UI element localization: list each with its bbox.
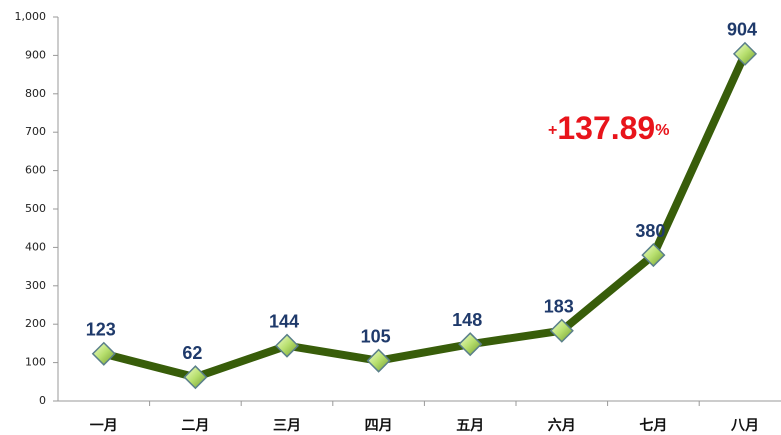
y-tick-label: 500 xyxy=(25,202,46,215)
value-label: 105 xyxy=(361,326,391,346)
marker xyxy=(641,243,666,268)
y-tick-label: 600 xyxy=(25,164,46,177)
value-label: 144 xyxy=(269,311,299,331)
marker xyxy=(366,348,391,373)
x-tick-label: 三月 xyxy=(273,418,301,434)
value-label: 123 xyxy=(86,320,116,340)
x-tick-label: 八月 xyxy=(730,418,759,434)
y-tick-label: 900 xyxy=(25,48,46,61)
marker xyxy=(183,365,208,390)
value-label: 148 xyxy=(452,310,482,330)
y-tick-label: 300 xyxy=(25,279,46,292)
marker xyxy=(732,41,758,66)
y-tick-label: 700 xyxy=(25,125,46,138)
y-tick-label: 200 xyxy=(25,317,46,330)
x-tick-label: 七月 xyxy=(639,418,667,434)
annotation-number: 137.89 xyxy=(557,110,655,146)
value-label: 904 xyxy=(727,20,757,40)
annotation: +137.89% xyxy=(548,110,669,146)
annotation-sign: + xyxy=(548,122,557,139)
marker xyxy=(549,318,574,343)
annotation-unit: % xyxy=(655,122,669,139)
marker xyxy=(91,341,116,366)
y-tick-label: 0 xyxy=(39,394,46,407)
y-tick-label: 1,000 xyxy=(15,10,47,23)
value-label: 380 xyxy=(635,221,665,241)
x-tick-label: 二月 xyxy=(181,418,209,434)
series-line xyxy=(102,52,749,382)
x-tick-label: 一月 xyxy=(90,418,118,434)
x-tick-label: 五月 xyxy=(456,418,484,434)
y-tick-label: 400 xyxy=(25,240,46,253)
marker xyxy=(274,333,300,358)
y-tick-label: 100 xyxy=(25,356,46,369)
value-label: 183 xyxy=(544,296,574,316)
y-tick-label: 800 xyxy=(25,87,46,100)
x-tick-label: 四月 xyxy=(365,418,393,434)
x-tick-label: 六月 xyxy=(548,417,576,434)
value-label: 62 xyxy=(182,343,202,363)
marker xyxy=(458,332,483,357)
